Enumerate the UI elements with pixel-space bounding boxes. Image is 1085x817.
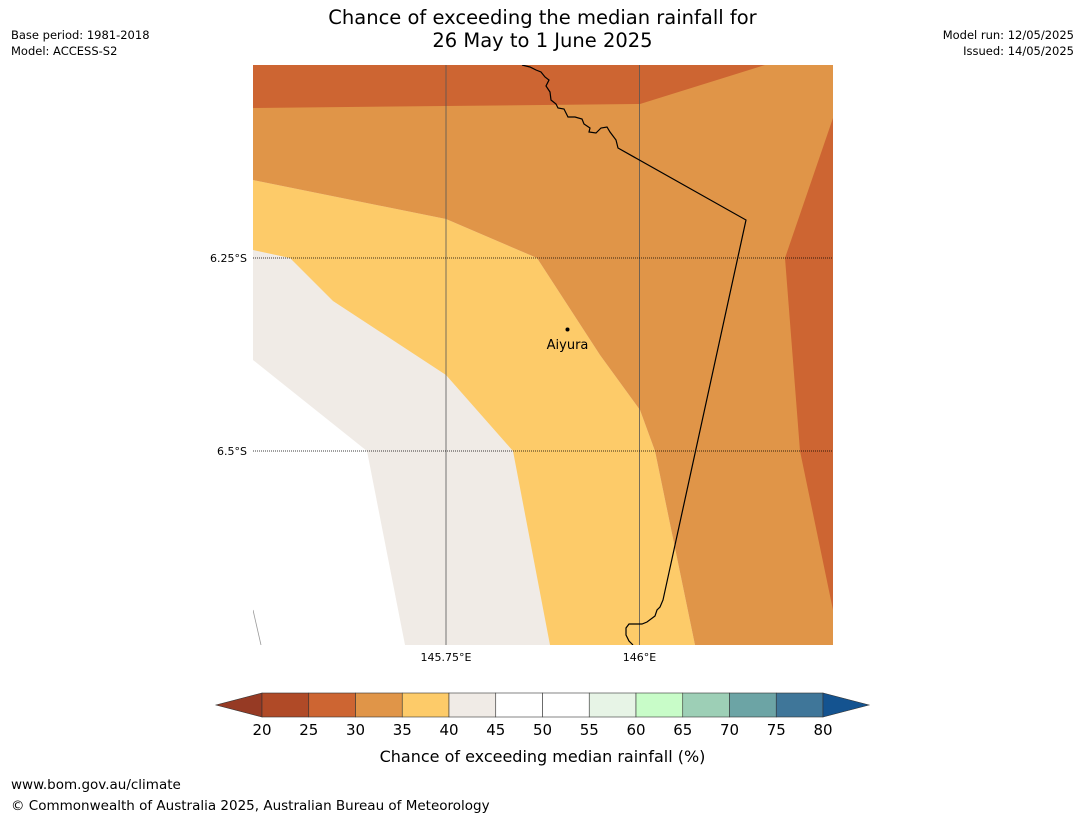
footer: www.bom.gov.au/climate © Commonwealth of… <box>11 775 490 817</box>
colorbar-cell <box>355 692 403 718</box>
colorbar-tick-label: 65 <box>673 721 692 739</box>
colorbar-tick-label: 25 <box>299 721 318 739</box>
colorbar-tick-label: 60 <box>626 721 645 739</box>
colorbar-cell <box>448 692 497 718</box>
longitude-labels: 145.75°E 146°E <box>421 651 657 664</box>
model-name: Model: ACCESS-S2 <box>11 44 118 58</box>
region-30-35 <box>253 65 833 645</box>
colorbar-tick-label: 70 <box>720 721 739 739</box>
colorbar-tick-label: 30 <box>346 721 365 739</box>
region-25-30-north <box>253 65 765 108</box>
latitude-labels: 6.25°S 6.5°S <box>210 252 247 458</box>
map-edge-line <box>253 609 262 645</box>
colorbar-tick-label: 20 <box>252 721 271 739</box>
run-info: Model run: 12/05/2025 Issued: 14/05/2025 <box>943 27 1074 59</box>
base-period: Base period: 1981-2018 <box>11 28 150 42</box>
map-title: Chance of exceeding the median rainfall … <box>0 6 1085 52</box>
colorbar-cell <box>495 692 543 718</box>
aiyura-marker: Aiyura <box>547 327 589 353</box>
colorbar-cell <box>635 692 684 718</box>
colorbar-cell <box>401 692 450 718</box>
colorbar-tick-label: 80 <box>813 721 832 739</box>
colorbar-tick-label: 50 <box>533 721 552 739</box>
colorbar-over-arrow <box>822 692 871 718</box>
title-line-1: Chance of exceeding the median rainfall … <box>328 6 757 29</box>
lat-label-6-5: 6.5°S <box>217 445 247 458</box>
issued-date: Issued: 14/05/2025 <box>963 44 1074 58</box>
colorbar-cell <box>775 692 824 718</box>
colorbar-under-arrow <box>214 692 263 718</box>
colorbar-tick-label: 40 <box>439 721 458 739</box>
colorbar-cell <box>729 692 777 718</box>
colorbar-cell <box>261 692 310 718</box>
model-run-date: Model run: 12/05/2025 <box>942 28 1074 42</box>
title-line-2: 26 May to 1 June 2025 <box>432 29 653 52</box>
colorbar-title: Chance of exceeding median rainfall (%) <box>380 747 706 766</box>
border-line <box>521 65 747 645</box>
colorbar-tick-label: 75 <box>767 721 786 739</box>
colorbar: 20 25 30 35 40 45 50 55 60 65 70 75 80 Chance of exc… <box>214 692 871 766</box>
colorbar-cell <box>588 692 637 718</box>
lon-label-146: 146°E <box>623 651 656 664</box>
lon-label-145-75: 145.75°E <box>421 651 472 664</box>
colorbar-tick-label: 55 <box>580 721 599 739</box>
model-info: Base period: 1981-2018 Model: ACCESS-S2 <box>11 27 150 59</box>
colorbar-cell <box>542 692 590 718</box>
colorbar-ticks: 20 25 30 35 40 45 50 55 60 65 70 75 80 <box>252 721 832 739</box>
footer-url[interactable]: www.bom.gov.au/climate <box>11 777 181 793</box>
place-label: Aiyura <box>547 338 589 353</box>
place-dot <box>565 327 570 332</box>
region-no-data <box>253 360 405 645</box>
colorbar-cell <box>682 692 730 718</box>
colorbar-tick-label: 35 <box>393 721 412 739</box>
region-35-40 <box>253 180 695 645</box>
colorbar-cell <box>308 692 356 718</box>
rainfall-map <box>253 65 833 645</box>
colorbar-cells <box>261 692 824 718</box>
colorbar-tick-label: 45 <box>486 721 505 739</box>
footer-copyright: © Commonwealth of Australia 2025, Austra… <box>11 798 490 814</box>
lat-label-6-25: 6.25°S <box>210 252 247 265</box>
region-25-30-east <box>785 118 833 610</box>
